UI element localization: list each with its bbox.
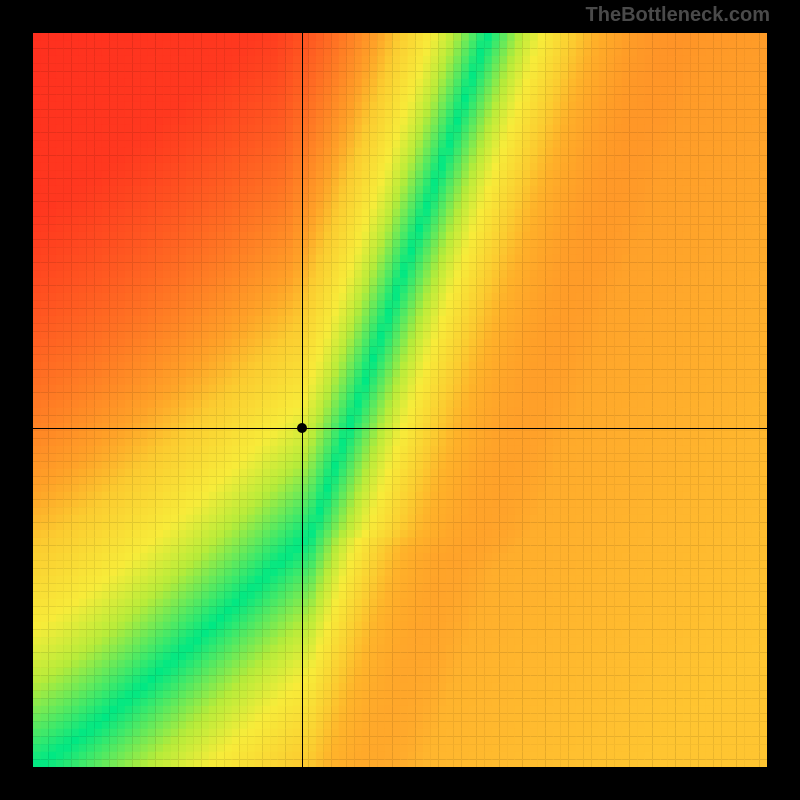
plot-area <box>33 33 767 767</box>
watermark-text: TheBottleneck.com <box>586 4 770 27</box>
heatmap-canvas <box>33 33 767 767</box>
marker-dot <box>297 423 307 433</box>
crosshair-horizontal <box>33 428 767 429</box>
crosshair-vertical <box>302 33 303 767</box>
